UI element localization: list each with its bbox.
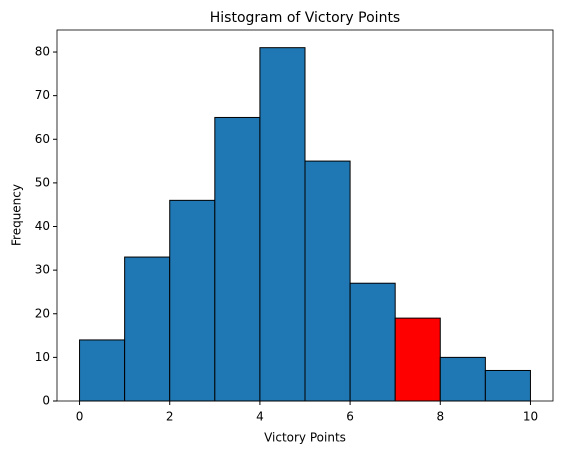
bar — [394, 317, 441, 402]
bar — [124, 256, 171, 402]
y-tick-label: 0 — [42, 394, 50, 408]
y-tick-label: 10 — [35, 350, 50, 364]
bar — [214, 116, 261, 402]
bar — [484, 369, 531, 402]
x-tick-label: 4 — [256, 410, 264, 424]
chart-title: Histogram of Victory Points — [210, 10, 400, 26]
y-tick-label: 80 — [35, 45, 50, 59]
y-tick-label: 50 — [35, 175, 50, 189]
y-tick-label: 20 — [35, 306, 50, 320]
bar — [304, 160, 351, 402]
bar — [259, 47, 306, 402]
bar — [439, 356, 486, 402]
y-tick-label: 40 — [35, 219, 50, 233]
bar — [349, 282, 396, 402]
x-tick-label: 10 — [523, 410, 538, 424]
y-tick-label: 60 — [35, 132, 50, 146]
bar — [79, 339, 126, 402]
x-axis-label: Victory Points — [264, 431, 346, 445]
plot-frame — [56, 29, 554, 402]
y-tick-label: 70 — [35, 88, 50, 102]
bar — [169, 199, 216, 402]
x-tick-label: 6 — [346, 410, 354, 424]
x-tick-label: 0 — [76, 410, 84, 424]
y-tick-label: 30 — [35, 263, 50, 277]
x-tick-label: 8 — [436, 410, 444, 424]
x-tick-label: 2 — [166, 410, 174, 424]
y-axis-label: Frequency — [10, 184, 24, 246]
